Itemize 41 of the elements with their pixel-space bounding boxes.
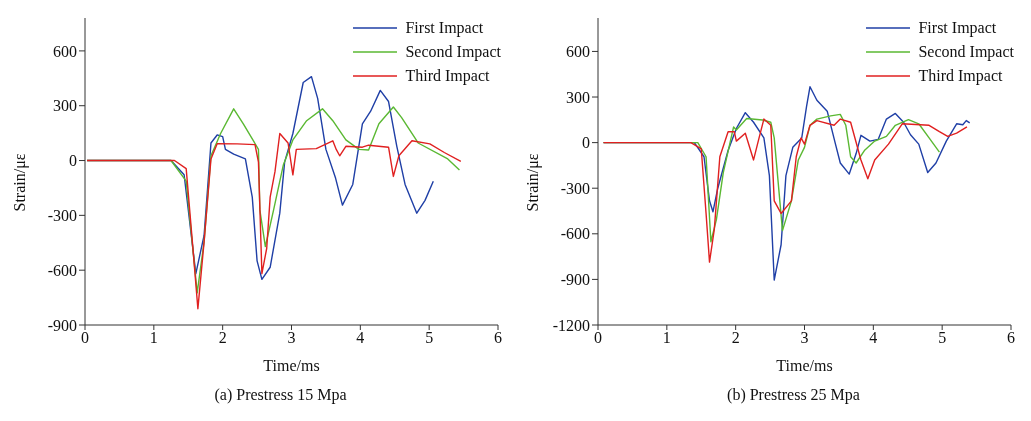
- y-tick-label: 300: [566, 88, 590, 106]
- x-tick-label: 3: [287, 329, 296, 347]
- x-axis-title: Time/ms: [776, 357, 833, 374]
- y-tick-label: -600: [47, 261, 77, 279]
- x-tick-label: 0: [81, 329, 89, 347]
- x-axis-title: Time/ms: [263, 357, 320, 374]
- x-tick-label: 3: [800, 329, 809, 347]
- y-tick-label: -600: [560, 225, 590, 243]
- y-tick-label: -300: [47, 207, 77, 225]
- x-tick-label: 4: [356, 329, 365, 347]
- x-tick-label: 1: [662, 329, 671, 347]
- y-tick-label: -1200: [552, 316, 590, 334]
- y-tick-label: 600: [53, 42, 77, 60]
- y-tick-label: 600: [566, 43, 590, 61]
- legend-label: Second Impact: [918, 42, 1014, 63]
- legend-label: Third Impact: [405, 66, 490, 87]
- x-tick-label: 5: [425, 329, 434, 347]
- x-tick-label: 2: [731, 329, 740, 347]
- x-tick-label: 6: [494, 329, 502, 347]
- y-tick-label: 0: [69, 152, 77, 170]
- legend-label: First Impact: [918, 18, 997, 39]
- x-tick-label: 0: [594, 329, 602, 347]
- y-tick-label: -900: [47, 316, 77, 334]
- legend-label: Third Impact: [918, 66, 1003, 87]
- x-tick-label: 1: [149, 329, 158, 347]
- legend-label: Second Impact: [405, 42, 501, 63]
- x-tick-label: 5: [938, 329, 947, 347]
- text: (b) Prestress 25 Mpa: [726, 386, 861, 404]
- text: (a) Prestress 15 Mpa: [213, 386, 348, 404]
- legend-label: First Impact: [405, 18, 484, 39]
- y-tick-label: 300: [53, 97, 77, 115]
- y-tick-label: -300: [560, 179, 590, 197]
- line-series: [86, 132, 462, 310]
- x-tick-label: 4: [869, 329, 878, 347]
- x-tick-label: 6: [1007, 329, 1015, 347]
- y-tick-label: 0: [582, 134, 590, 152]
- x-tick-label: 2: [218, 329, 227, 347]
- y-axis-title: Strain/με: [10, 153, 29, 212]
- y-axis-title: Strain/με: [523, 153, 542, 212]
- line-series: [602, 118, 968, 263]
- y-tick-label: -900: [560, 271, 590, 289]
